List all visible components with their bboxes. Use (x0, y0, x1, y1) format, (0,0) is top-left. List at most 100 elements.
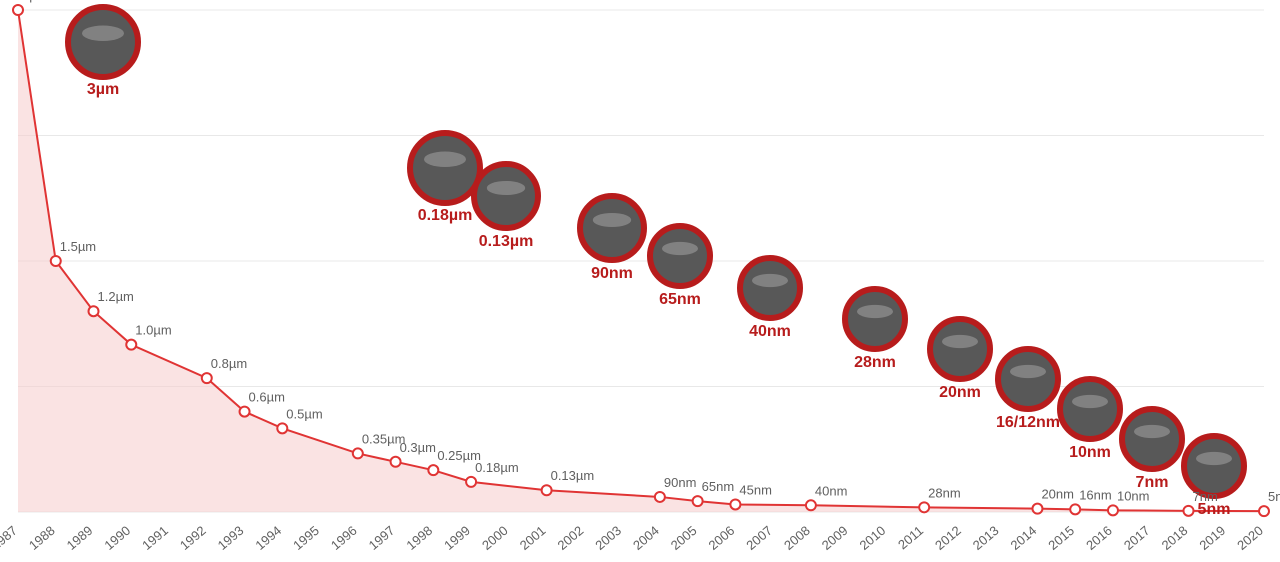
bubble-highlight (942, 335, 978, 348)
data-point-label: 65nm (702, 479, 735, 494)
x-axis-tick-label: 2011 (895, 523, 926, 552)
x-axis-tick-label: 1992 (177, 523, 209, 553)
data-point-label: 0.18µm (475, 460, 519, 475)
x-axis-tick-label: 1999 (441, 523, 473, 553)
data-marker (693, 496, 703, 506)
data-point-label: 28nm (928, 485, 961, 500)
data-marker (202, 373, 212, 383)
x-axis-tick-label: 2014 (1008, 523, 1040, 553)
data-point-label: 0.13µm (551, 468, 595, 483)
data-marker (466, 477, 476, 487)
bubble-circle (1122, 409, 1182, 469)
process-node-timeline-chart: 3µm 0.18µm 0.13µm 90nm 65nm 40nm 28nm 20nm 16/12… (0, 0, 1280, 562)
bubble-label: 0.18µm (418, 207, 473, 224)
data-marker (428, 465, 438, 475)
data-point-label: 7nm (1192, 489, 1217, 504)
x-axis-tick-label: 1996 (328, 523, 360, 553)
x-axis-tick-label: 2002 (554, 523, 586, 553)
data-marker (13, 5, 23, 15)
bubble-circle (410, 133, 480, 203)
x-axis-tick-label: 2012 (932, 523, 964, 553)
data-point-label: 90nm (664, 475, 697, 490)
bubble-highlight (1134, 425, 1170, 438)
data-marker (1032, 504, 1042, 514)
x-axis-tick-label: 2008 (781, 523, 813, 553)
callout-bubble: 20nm (930, 319, 990, 401)
data-marker (1183, 506, 1193, 516)
x-axis-tick-label: 2006 (706, 523, 738, 553)
data-point-label: 0.6µm (249, 390, 285, 405)
bubble-circle (68, 7, 138, 77)
data-marker (353, 448, 363, 458)
bubble-circle (845, 289, 905, 349)
x-axis-tick-label: 2016 (1083, 523, 1115, 553)
data-point-label: 0.3µm (400, 440, 436, 455)
x-axis-tick-label: 2013 (970, 523, 1002, 553)
x-axis-tick-label: 1995 (290, 523, 322, 553)
data-point-label: 40nm (815, 483, 848, 498)
bubble-highlight (1072, 395, 1108, 408)
bubble-label: 90nm (591, 265, 633, 282)
chart-svg: 3µm 0.18µm 0.13µm 90nm 65nm 40nm 28nm 20nm 16/12… (0, 0, 1280, 562)
bubble-circle (474, 164, 538, 228)
data-marker (240, 407, 250, 417)
x-axis-tick-label: 1989 (64, 523, 96, 553)
x-axis-tick-label: 2018 (1159, 523, 1191, 553)
bubble-label: 0.13µm (479, 233, 534, 250)
x-axis-tick-label: 2009 (819, 523, 851, 553)
bubble-circle (1060, 379, 1120, 439)
x-axis-tick-label: 2019 (1196, 523, 1228, 553)
bubble-circle (998, 349, 1058, 409)
x-axis-tick-label: 2007 (743, 523, 775, 553)
data-marker (919, 502, 929, 512)
data-point-label: 16nm (1079, 487, 1112, 502)
data-marker (1259, 506, 1269, 516)
bubble-label: 65nm (659, 291, 701, 308)
data-marker (542, 485, 552, 495)
bubble-label: 16/12nm (996, 414, 1060, 431)
x-axis-tick-label: 2005 (668, 523, 700, 553)
x-axis-tick-label: 2001 (517, 523, 549, 553)
bubble-highlight (424, 152, 466, 167)
callout-bubble: 0.13µm (474, 164, 538, 250)
bubble-circle (930, 319, 990, 379)
data-point-label: 1.5µm (60, 239, 96, 254)
bubble-highlight (487, 181, 525, 195)
bubble-circle (1184, 436, 1244, 496)
x-axis-tick-label: 1993 (215, 523, 247, 553)
data-marker (730, 499, 740, 509)
bubble-label: 40nm (749, 323, 791, 340)
data-point-label: 20nm (1041, 487, 1074, 502)
data-point-label: 1.2µm (98, 289, 134, 304)
bubble-circle (740, 258, 800, 318)
data-marker (655, 492, 665, 502)
data-point-label: 5nm (1268, 489, 1280, 504)
data-marker (89, 306, 99, 316)
bubble-circle (650, 226, 710, 286)
data-point-label: 3µm (22, 0, 48, 3)
bubble-label: 10nm (1069, 444, 1111, 461)
callout-bubble: 10nm (1060, 379, 1120, 461)
bubble-highlight (1196, 452, 1232, 465)
callout-bubble: 7nm (1122, 409, 1182, 491)
data-marker (51, 256, 61, 266)
callout-bubble: 65nm (650, 226, 710, 308)
bubble-label: 3µm (87, 81, 119, 98)
data-point-label: 10nm (1117, 488, 1150, 503)
x-axis-tick-label: 2020 (1234, 523, 1266, 553)
callout-bubble: 90nm (580, 196, 644, 282)
bubble-highlight (1010, 365, 1046, 378)
data-point-label: 0.5µm (286, 406, 322, 421)
x-axis-tick-label: 1987 (0, 523, 20, 553)
callout-bubble: 3µm (68, 7, 138, 98)
callout-bubble: 0.18µm (410, 133, 480, 224)
callout-bubble: 40nm (740, 258, 800, 340)
data-marker (1108, 505, 1118, 515)
x-axis-tick-label: 1997 (366, 523, 398, 553)
x-axis-tick-label: 2000 (479, 523, 511, 553)
data-point-label: 0.8µm (211, 356, 247, 371)
x-axis-tick-label: 2017 (1121, 523, 1153, 553)
x-axis-tick-label: 1998 (403, 523, 435, 553)
bubble-label: 20nm (939, 384, 981, 401)
data-point-label: 1.0µm (135, 323, 171, 338)
